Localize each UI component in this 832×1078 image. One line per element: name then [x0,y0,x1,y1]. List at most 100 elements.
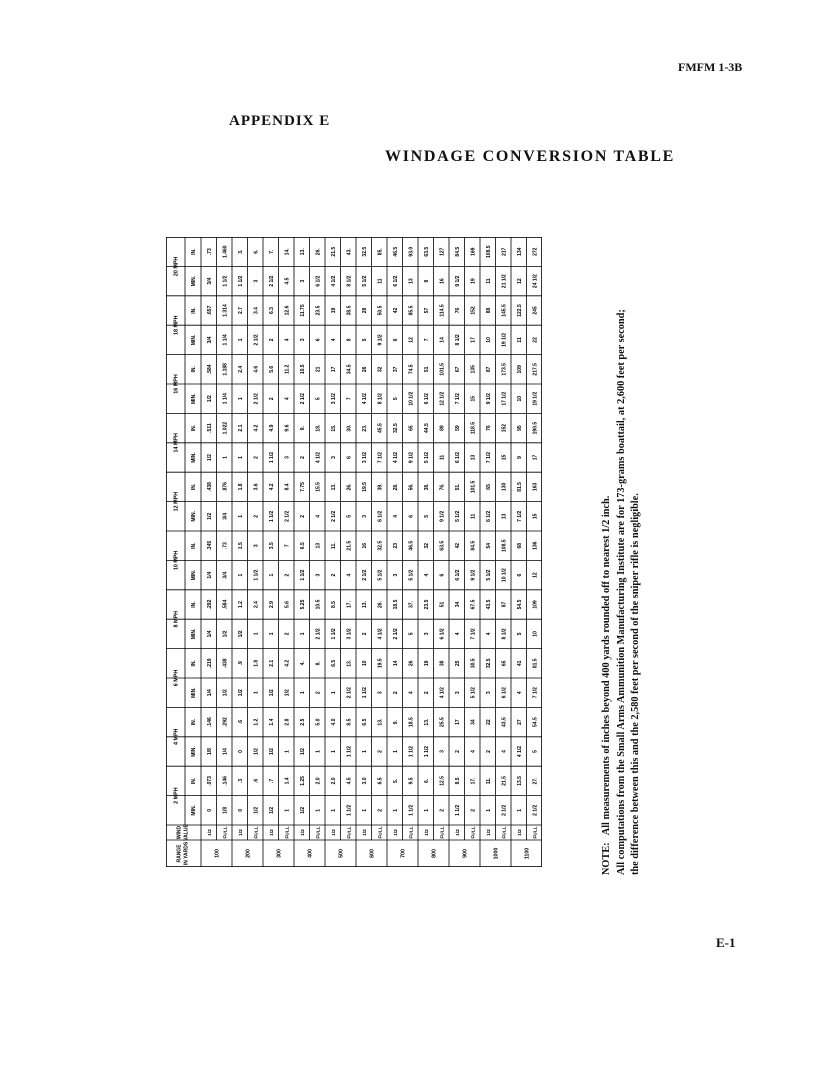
svg-text:1.2: 1.2 [253,718,259,725]
svg-text:12 MPH: 12 MPH [174,492,180,512]
svg-text:4 1/2: 4 1/2 [331,275,337,286]
svg-text:1.022: 1.022 [222,422,228,435]
svg-text:57: 57 [424,308,430,314]
svg-text:63.5: 63.5 [424,247,430,257]
svg-text:IN.: IN. [191,365,197,372]
svg-text:3: 3 [486,691,492,694]
svg-text:400: 400 [308,849,314,858]
svg-text:IN YARDS: IN YARDS [184,841,190,865]
svg-text:7 1/2: 7 1/2 [532,687,538,698]
svg-text:11: 11 [439,455,445,461]
svg-text:IN.: IN. [191,601,197,608]
svg-text:4: 4 [284,338,290,341]
svg-text:8.5: 8.5 [455,777,461,784]
svg-text:200: 200 [246,849,252,858]
svg-text:1: 1 [362,750,368,753]
svg-text:22: 22 [532,337,538,343]
svg-text:38: 38 [439,660,445,666]
svg-text:45.5: 45.5 [377,423,383,433]
svg-text:FULL: FULL [470,826,476,838]
svg-text:8 MPH: 8 MPH [174,611,180,628]
svg-text:5 1/2: 5 1/2 [486,569,492,580]
svg-text:FULL: FULL [439,826,445,838]
svg-text:1/4: 1/4 [207,689,213,696]
svg-text:84.5: 84.5 [455,247,461,257]
svg-text:1: 1 [238,515,244,518]
svg-text:3: 3 [300,338,306,341]
svg-text:1: 1 [238,456,244,459]
svg-text:12: 12 [408,337,414,343]
svg-text:54.5: 54.5 [517,599,523,609]
svg-text:2: 2 [486,750,492,753]
svg-text:4.2: 4.2 [284,660,290,667]
svg-text:4.5: 4.5 [346,777,352,784]
svg-text:135: 135 [470,365,476,374]
svg-text:7.: 7. [269,249,275,254]
svg-text:4.5: 4.5 [284,277,290,284]
svg-text:34: 34 [455,602,461,608]
svg-text:1/8: 1/8 [222,807,228,814]
svg-text:51: 51 [439,602,445,608]
svg-text:163: 163 [532,483,538,492]
svg-text:12.5: 12.5 [439,776,445,786]
svg-text:2 1/2: 2 1/2 [393,628,399,639]
svg-text:1 1/2: 1 1/2 [238,275,244,286]
svg-text:25.5: 25.5 [439,717,445,727]
svg-text:1 1/2: 1 1/2 [253,569,259,580]
svg-text:2: 2 [377,809,383,812]
svg-text:3: 3 [393,573,399,576]
svg-text:4: 4 [331,338,337,341]
svg-text:26: 26 [408,660,414,666]
svg-text:1 1/2: 1 1/2 [346,746,352,757]
svg-text:7: 7 [424,338,430,341]
svg-text:19: 19 [331,308,337,314]
svg-text:6 1/2: 6 1/2 [486,511,492,522]
svg-text:3/4: 3/4 [222,513,228,520]
svg-text:6.5: 6.5 [331,660,337,667]
svg-text:.657: .657 [207,305,213,315]
svg-text:2.1: 2.1 [269,660,275,667]
svg-text:2: 2 [269,338,275,341]
svg-text:10: 10 [362,660,368,666]
svg-text:2 1/2: 2 1/2 [300,393,306,404]
svg-text:23.: 23. [362,424,368,432]
svg-text:1 1/2: 1 1/2 [408,746,414,757]
svg-text:6: 6 [408,515,414,518]
svg-text:173.5: 173.5 [501,363,507,376]
svg-text:1 1/2: 1 1/2 [424,746,430,757]
svg-text:32.5: 32.5 [377,541,383,551]
svg-text:10: 10 [486,337,492,343]
svg-text:23.5: 23.5 [315,305,321,315]
svg-text:4.9: 4.9 [269,424,275,431]
svg-text:88: 88 [486,308,492,314]
svg-text:5: 5 [393,397,399,400]
svg-text:145.5: 145.5 [501,304,507,317]
svg-text:3 1/2: 3 1/2 [362,452,368,463]
svg-text:3.6: 3.6 [253,483,259,490]
svg-text:2: 2 [269,397,275,400]
svg-text:1 1/2: 1 1/2 [222,275,228,286]
svg-text:1: 1 [269,632,275,635]
svg-text:1/2: 1/2 [300,829,306,836]
svg-text:3.: 3. [238,249,244,254]
svg-text:500: 500 [339,849,345,858]
svg-text:24 1/2: 24 1/2 [532,274,538,288]
svg-text:6.5: 6.5 [377,777,383,784]
svg-text:1.4: 1.4 [269,718,275,725]
svg-text:1/2: 1/2 [207,454,213,461]
svg-text:1 1/2: 1 1/2 [346,805,352,816]
svg-text:FULL: FULL [532,826,538,838]
svg-text:6 1/2: 6 1/2 [315,275,321,286]
svg-text:50.5: 50.5 [377,305,383,315]
svg-text:42: 42 [455,543,461,549]
svg-text:MIN.: MIN. [191,334,197,345]
svg-text:38.: 38. [424,483,430,491]
svg-text:30.: 30. [346,424,352,432]
svg-text:1.188: 1.188 [222,363,228,376]
svg-text:.292: .292 [222,717,228,727]
svg-text:130: 130 [501,483,507,492]
svg-text:2.5: 2.5 [300,718,306,725]
svg-text:23: 23 [393,543,399,549]
svg-text:11: 11 [486,278,492,284]
svg-text:1/2: 1/2 [455,829,461,836]
